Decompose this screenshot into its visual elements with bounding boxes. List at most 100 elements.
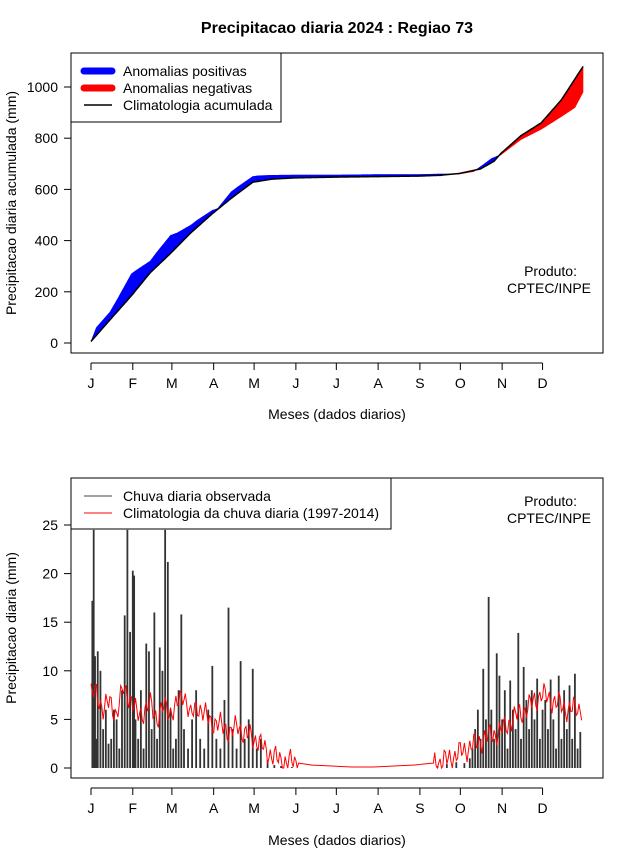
bottom-x-tick-label: O: [455, 800, 466, 816]
top-x-axis-label: Meses (dados diarios): [268, 406, 406, 422]
observed-rain-bar: [522, 666, 525, 768]
observed-rain-bar: [223, 699, 226, 768]
observed-rain-bar: [183, 729, 185, 768]
observed-rain-bar: [118, 748, 121, 768]
observed-rain-bar: [95, 738, 98, 768]
observed-rain-bar: [148, 651, 150, 768]
observed-rain-bar: [495, 653, 498, 768]
observed-rain-bar: [498, 675, 501, 768]
observed-rain-bar: [503, 690, 506, 768]
top-y-tick-label: 800: [35, 130, 59, 146]
observed-rain-bar: [533, 719, 536, 768]
bottom-y-tick-label: 15: [42, 614, 58, 630]
observed-rain-bar: [99, 670, 102, 768]
observed-rain-bar: [538, 738, 541, 768]
observed-rain-bar: [476, 709, 479, 768]
observed-rain-bar: [493, 738, 495, 768]
observed-rain-bar: [207, 709, 210, 768]
top-y-tick-label: 1000: [27, 79, 58, 95]
observed-rain-bar: [266, 760, 269, 768]
observed-rain-bar: [445, 764, 448, 768]
observed-rain-bar: [463, 763, 466, 768]
legend-positive-label: Anomalias positivas: [123, 63, 247, 79]
bottom-x-axis-label: Meses (dados diarios): [268, 832, 406, 848]
top-x-tick-label: J: [292, 375, 299, 391]
bottom-x-tick-label: A: [209, 800, 219, 816]
negative-anomaly-segment: [581, 65, 584, 95]
observed-rain-bar: [177, 690, 180, 768]
bottom-x-tick-label: N: [497, 800, 507, 816]
observed-rain-bar: [164, 529, 167, 768]
top-x-tick-label: O: [455, 375, 466, 391]
observed-rain-bar: [528, 729, 530, 768]
observed-rain-bar: [501, 719, 504, 768]
observed-rain-bar: [156, 738, 158, 768]
top-y-axis: 0 200 400 600 800 1000: [27, 79, 72, 351]
top-y-tick-label: 200: [35, 284, 59, 300]
observed-rain-bar: [485, 719, 487, 768]
bottom-y-tick-label: 25: [42, 517, 58, 533]
observed-rain-bar: [544, 699, 547, 768]
observed-rain-bar: [215, 738, 218, 768]
bottom-y-tick-label: 5: [50, 711, 58, 727]
top-x-tick-label: A: [209, 375, 219, 391]
observed-rain-bar: [113, 709, 115, 768]
observed-rain-bar: [139, 690, 142, 768]
bottom-y-tick-label: 20: [42, 566, 58, 582]
observed-rain-bar: [280, 766, 282, 768]
observed-rain-bar: [520, 738, 522, 768]
chart-title: Precipitacao diaria 2024 : Regiao 73: [201, 20, 473, 37]
bottom-x-tick-label: M: [248, 800, 260, 816]
top-x-tick-label: J: [333, 375, 340, 391]
observed-rain-bar: [102, 729, 105, 768]
observed-rain-bar: [172, 748, 175, 768]
observed-rain-bar: [552, 719, 555, 768]
observed-rain-bar: [191, 719, 193, 768]
observed-rain-bar: [574, 673, 576, 768]
top-product-source: CPTEC/INPE: [507, 280, 591, 296]
bottom-product-source: CPTEC/INPE: [507, 510, 591, 526]
bottom-x-tick-label: J: [88, 800, 95, 816]
top-x-tick-label: A: [373, 375, 383, 391]
observed-rain-bar: [536, 678, 539, 768]
legend-climatology-label: Climatologia acumulada: [123, 97, 273, 113]
observed-rain-bar: [123, 615, 126, 768]
observed-rain-bar: [211, 665, 214, 768]
bottom-y-axis-label: Precipitacao diaria (mm): [3, 552, 19, 704]
observed-rain-bar: [273, 765, 276, 768]
bottom-x-tick-label: D: [537, 800, 547, 816]
observed-rain-bar: [549, 679, 552, 768]
observed-rain-bar: [474, 729, 477, 768]
observed-rain-bar: [560, 738, 563, 768]
observed-rain-bar: [110, 738, 113, 768]
observed-rain-bar: [231, 729, 234, 768]
bottom-y-tick-label: 0: [50, 760, 58, 776]
bottom-x-tick-label: J: [292, 800, 299, 816]
observed-rain-bar: [525, 699, 528, 768]
bottom-x-tick-label: F: [129, 800, 138, 816]
observed-rain-bar: [455, 762, 458, 768]
observed-rain-bar: [142, 748, 145, 768]
climatology-cumulative-line: [90, 66, 584, 342]
top-x-tick-label: M: [166, 375, 178, 391]
climatology-daily-line: [90, 683, 583, 770]
observed-rain-bar: [514, 729, 517, 768]
bottom-y-axis: 0 5 10 15 20 25: [42, 517, 72, 776]
observed-rain-bar: [255, 748, 258, 768]
observed-rain-bar: [187, 748, 189, 768]
observed-rain-bar: [530, 690, 533, 768]
legend-clim-daily-label: Climatologia da chuva diaria (1997-2014): [123, 505, 379, 521]
top-x-tick-label: J: [88, 375, 95, 391]
observed-rain-bar: [555, 748, 557, 768]
observed-rain-bar: [219, 748, 222, 768]
observed-rain-bar: [487, 596, 490, 768]
observed-rain-bar: [133, 575, 136, 768]
bottom-legend: Chuva diaria observada Climatologia da c…: [70, 477, 392, 530]
observed-rain-bar: [169, 709, 172, 768]
top-y-tick-label: 0: [50, 335, 58, 351]
observed-rain-bar: [541, 709, 544, 768]
top-chart: 0 200 400 600 800 1000 J F M A M J J A S O N D Meses (da…: [3, 52, 604, 422]
